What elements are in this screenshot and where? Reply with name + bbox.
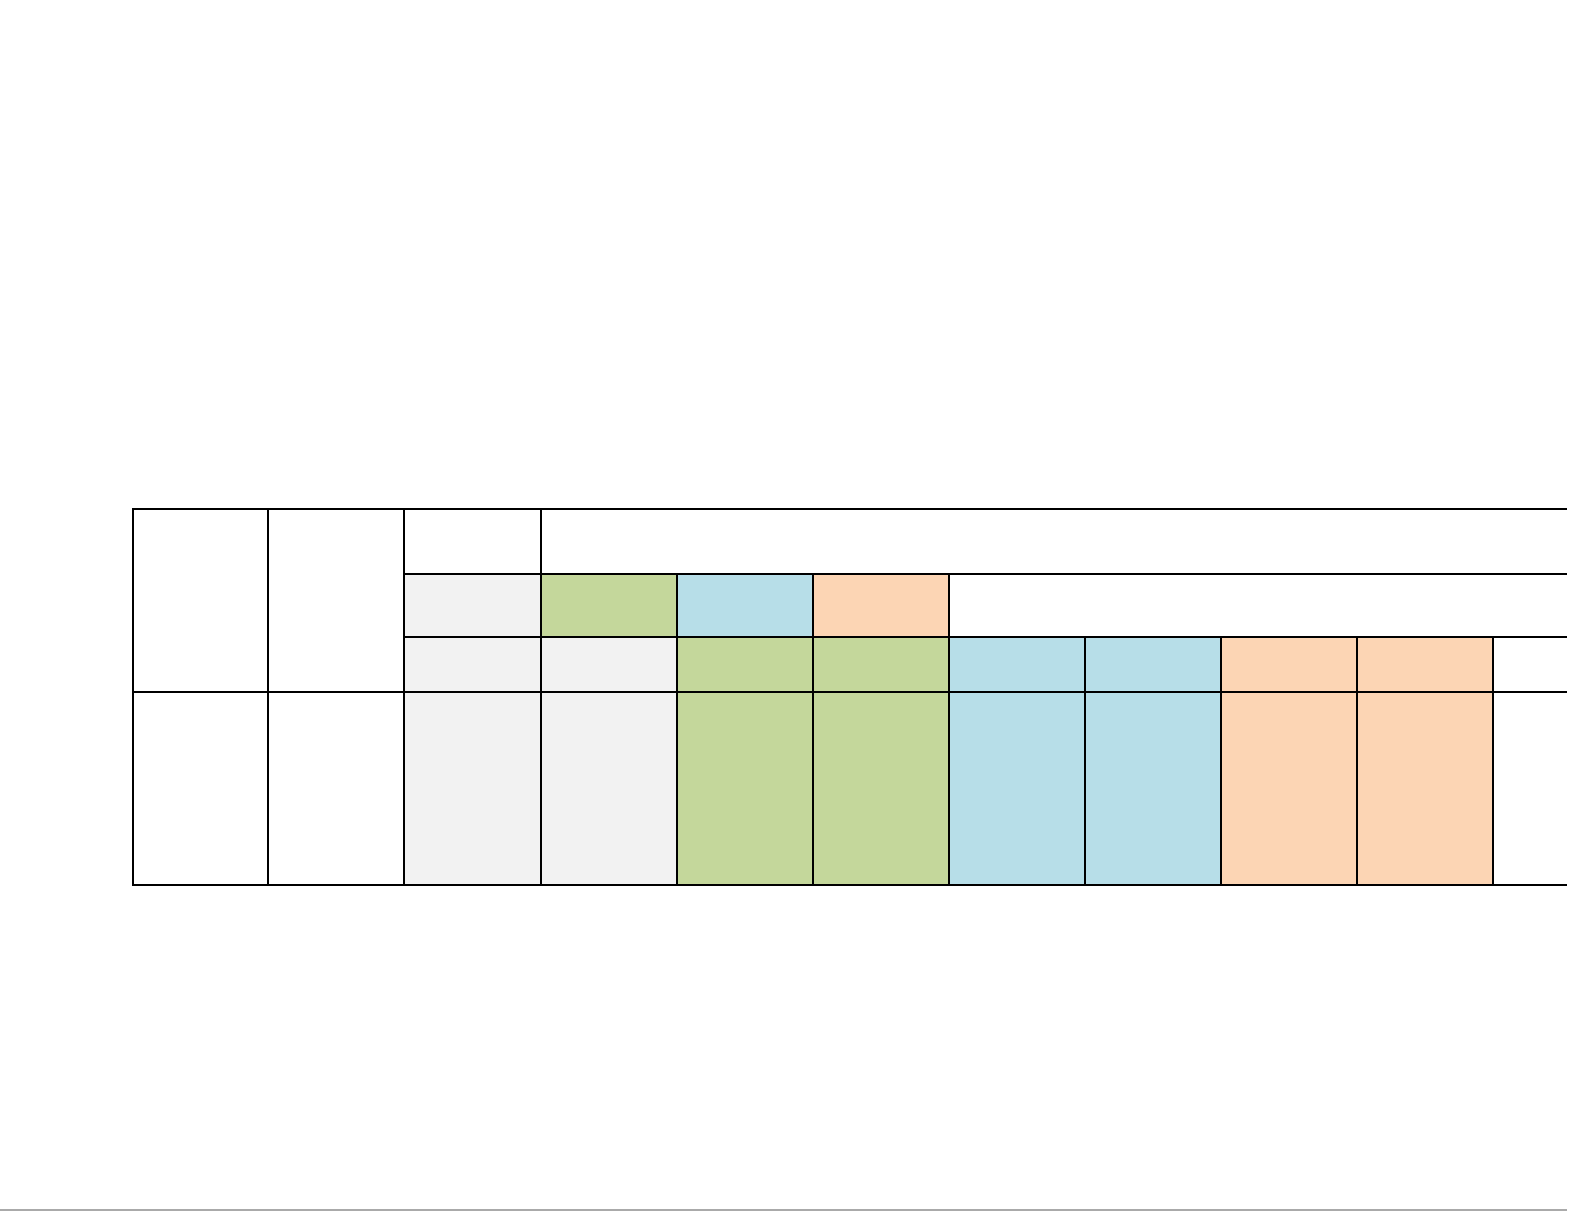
cell: [677, 574, 813, 637]
cell: [541, 574, 677, 637]
cell: [813, 574, 949, 637]
cell: [404, 574, 541, 637]
cell-borders: [132, 508, 1567, 886]
